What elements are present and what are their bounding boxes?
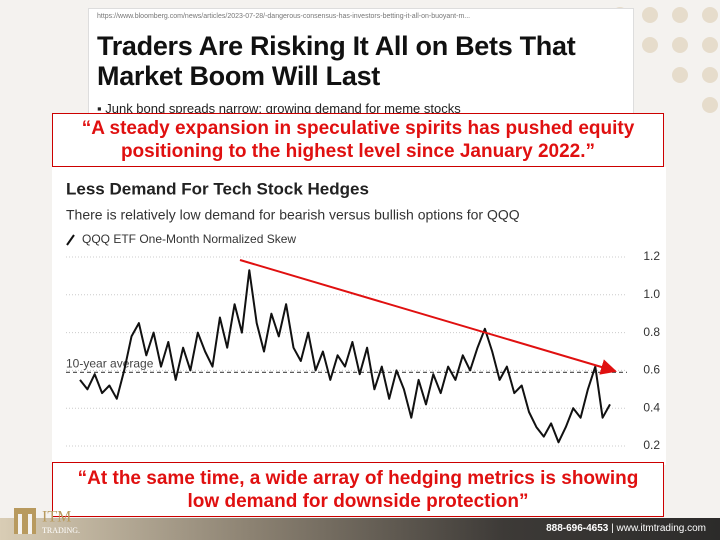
contact: 888-696-4653 | www.itmtrading.com [546,523,706,534]
dot-pattern [612,7,718,113]
y-tick-label: 0.4 [643,400,660,414]
quote: “A steady expansion in speculative spiri… [81,118,635,162]
chart-panel: Less Demand For Tech Stock Hedges There … [52,167,666,465]
url: https://www.bloomberg.com/news/articles/… [97,13,471,20]
bullet-text: Junk bond spreads narrow; growing demand… [105,101,461,116]
series-line [79,269,611,444]
website: www.itmtrading.com [616,523,706,534]
logo: ITM TRADING. [14,508,80,535]
chart: Less Demand For Tech Stock Hedges There … [66,179,660,452]
phone: 888-696-4653 [546,523,609,534]
chart-title: Less Demand For Tech Stock Hedges [66,179,369,198]
quote-box: “At the same time, a wide array of hedgi… [52,462,664,517]
bullet: ▪ Junk bond spreads narrow; growing dema… [97,101,461,116]
y-tick-label: 1.0 [643,287,660,301]
y-tick-label: 0.2 [643,438,660,452]
reference-label: 10-year average [66,356,154,370]
logo-text: ITM [42,509,71,526]
y-tick-label: 0.8 [643,325,660,339]
legend-label: QQQ ETF One-Month Normalized Skew [82,232,296,246]
y-tick-label: 1.2 [643,249,660,263]
article-screenshot: https://www.bloomberg.com/news/articles/… [88,8,634,118]
logo-text: TRADING. [42,526,80,535]
quote-box: “A steady expansion in speculative spiri… [52,113,664,167]
headline: Traders Are Risking It All on Bets That … [97,31,576,91]
trend-arrow [239,259,617,375]
quote: “At the same time, a wide array of hedgi… [77,467,639,512]
footer-band [0,518,720,540]
chart-subtitle: There is relatively low demand for beari… [66,207,520,223]
y-tick-label: 0.6 [643,363,660,377]
legend-icon [66,234,75,246]
